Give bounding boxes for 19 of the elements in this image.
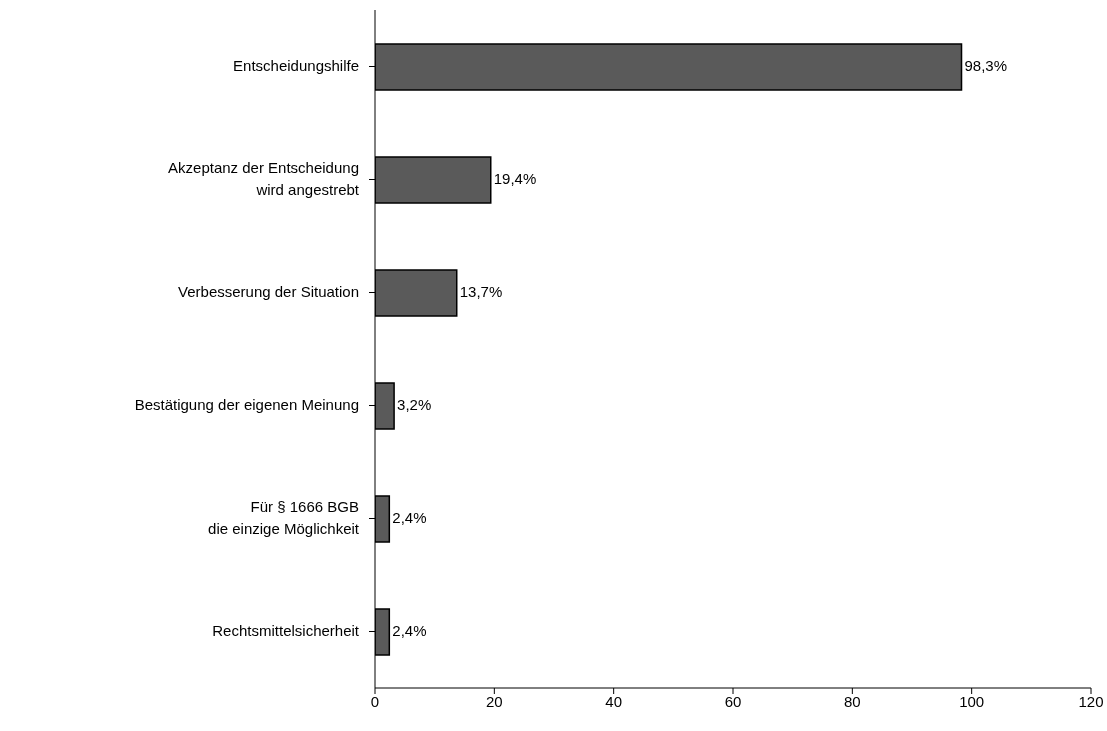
data-label: 98,3% (964, 56, 1008, 74)
y-tick-label: Rechtsmittelsicherheit (212, 621, 360, 639)
data-label: 13,7% (459, 282, 503, 300)
y-tick-label: Bestätigung der eigenen Meinung (134, 395, 359, 413)
data-label: 2,4% (392, 508, 427, 526)
x-tick-label: 20 (485, 692, 503, 710)
data-label: 3,2% (397, 395, 432, 413)
x-tick-label: 120 (1078, 692, 1104, 710)
data-label: 19,4% (493, 169, 537, 187)
y-tick-label: Für § 1666 BGB die einzige Möglichkeit (208, 497, 360, 537)
x-tick-label: 0 (370, 692, 380, 710)
x-tick-label: 40 (605, 692, 623, 710)
y-tick-label: Entscheidungshilfe (233, 56, 359, 74)
x-tick-label: 100 (959, 692, 985, 710)
x-tick-label: 60 (724, 692, 742, 710)
x-tick-label: 80 (843, 692, 861, 710)
data-label: 2,4% (392, 621, 427, 639)
y-tick-label: Akzeptanz der Entscheidung wird angestrebt (168, 158, 360, 198)
y-tick-label: Verbesserung der Situation (178, 282, 359, 300)
